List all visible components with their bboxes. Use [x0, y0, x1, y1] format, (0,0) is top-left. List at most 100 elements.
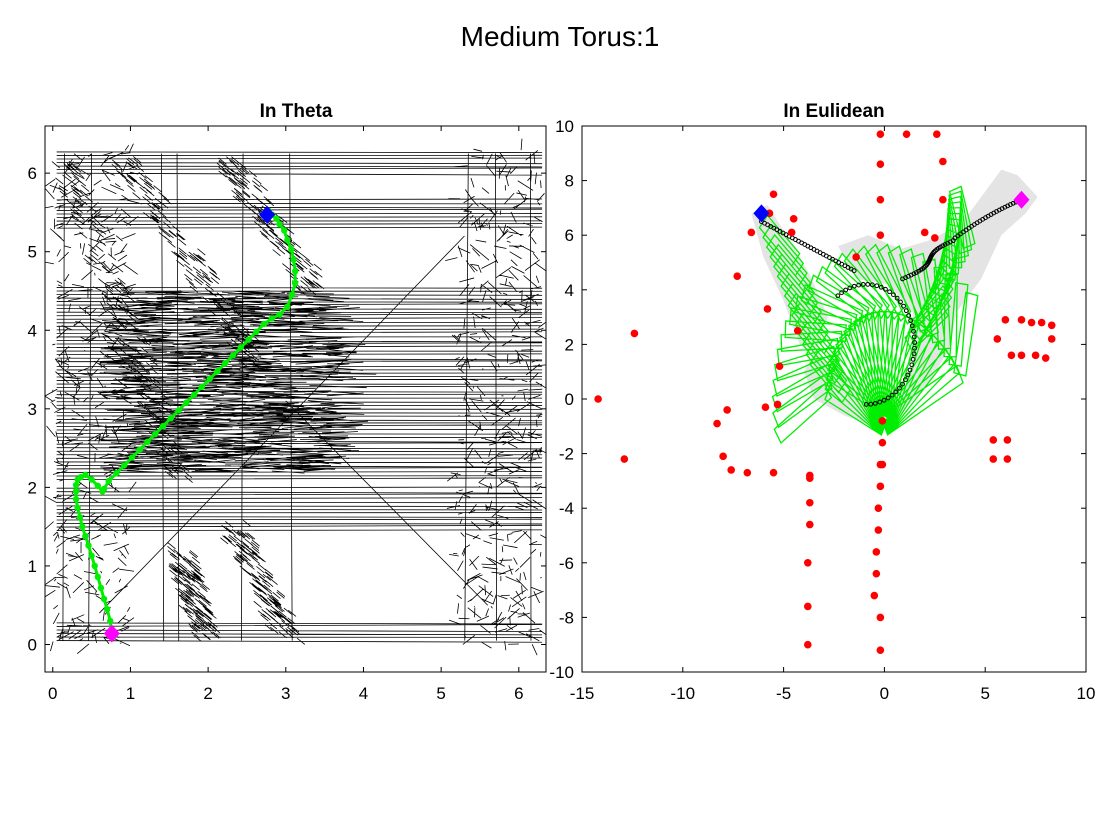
obstacle-point [852, 253, 860, 261]
theta-path-point [198, 383, 206, 391]
theta-path-point [88, 476, 95, 483]
x-tick-label: 4 [359, 684, 368, 703]
obstacle-point [933, 130, 941, 138]
obstacle-point [713, 419, 721, 428]
theta-path-point [79, 523, 86, 530]
obstacle-point [773, 400, 782, 409]
y-tick-label: -10 [549, 663, 574, 682]
obstacle-point [872, 569, 881, 578]
euclidean-markers [753, 190, 1030, 223]
x-tick-label: -15 [570, 684, 595, 703]
trace-point [901, 303, 906, 309]
trace-point [847, 285, 853, 291]
x-tick-label: 0 [48, 684, 57, 703]
obstacle-point [763, 305, 772, 313]
theta-path-point [284, 236, 291, 244]
theta-path-point [136, 446, 143, 453]
y-tick-label: -4 [559, 499, 574, 518]
theta-path-point [276, 311, 283, 318]
theta-path-point [290, 256, 297, 263]
y-tick-label: 4 [565, 281, 574, 300]
theta-path-point [113, 470, 120, 477]
x-tick-label: 0 [880, 684, 889, 703]
obstacle-point [870, 591, 879, 600]
euclidean-goal-marker [753, 204, 770, 223]
theta-path-point [94, 573, 102, 581]
theta-path-point [183, 399, 190, 406]
theta-path-point [72, 481, 80, 489]
x-tick-label: 1 [126, 684, 135, 703]
arm-link-outlines [758, 185, 979, 445]
obstacle-point [793, 326, 802, 335]
theta-path-point [175, 407, 182, 414]
trace-point [909, 323, 915, 329]
trace-point [912, 345, 917, 351]
theta-path-point [85, 542, 92, 549]
theta-goal-marker [259, 205, 276, 224]
trace-point [877, 399, 883, 405]
obstacle-point [769, 190, 778, 199]
obstacle-point [878, 417, 887, 425]
theta-path-point [97, 584, 105, 592]
trace-point [909, 362, 915, 368]
obstacle-point [803, 559, 812, 567]
theta-path-point [144, 438, 151, 446]
trace-point [900, 381, 905, 387]
y-tick-label: 3 [28, 400, 37, 419]
trace-point [885, 395, 891, 401]
trace-point [911, 351, 917, 357]
x-tick-label: -5 [776, 684, 791, 703]
theta-path-point [74, 504, 81, 512]
obstacle-point [878, 438, 887, 447]
y-tick-label: 10 [555, 117, 574, 136]
obstacle-point [1007, 351, 1016, 360]
obstacle-point [806, 498, 814, 507]
theta-path-point [152, 430, 159, 438]
theta-path-point [268, 315, 276, 322]
trace-point [863, 402, 869, 407]
trace-point [893, 389, 899, 395]
theta-path-point [206, 375, 213, 383]
trace-point [903, 308, 909, 314]
theta-path-point [82, 471, 89, 479]
theta-path-point [76, 514, 84, 521]
y-tick-label: 0 [565, 390, 574, 409]
theta-path-point [222, 360, 229, 367]
obstacle-point [787, 228, 796, 237]
y-tick-label: 2 [28, 478, 37, 497]
theta-path-point [276, 221, 283, 228]
trace-point [942, 242, 948, 247]
y-tick-label: 6 [565, 226, 574, 245]
theta-path-point [214, 367, 221, 375]
theta-path-point [72, 495, 80, 503]
obstacle-point [719, 452, 727, 461]
obstacle-point [1001, 316, 1010, 324]
theta-path-point [284, 303, 291, 310]
obstacle-point [723, 406, 731, 414]
theta-path-point [288, 291, 296, 299]
obstacle-point [876, 482, 885, 491]
obstacle-point [878, 460, 887, 469]
obstacle-point [939, 157, 947, 166]
trace-point [912, 340, 918, 345]
theta-path-point [167, 415, 175, 422]
trace-point [906, 313, 912, 318]
theta-plot: 0 1 2 3 4 5 6 0 1 2 3 4 5 6 In Theta [28, 101, 547, 703]
obstacle-point [920, 228, 929, 237]
obstacle-point [803, 640, 812, 649]
theta-path-point [88, 552, 95, 559]
y-tick-label: 2 [565, 335, 574, 354]
x-tick-label: 6 [514, 684, 523, 703]
theta-path-point [245, 336, 252, 343]
trace-point [910, 356, 916, 362]
trace-point [905, 372, 911, 378]
trace-point [865, 281, 871, 287]
theta-plot-frame [44, 125, 547, 673]
obstacle-point [876, 160, 885, 169]
obstacle-point [989, 455, 998, 463]
obstacle-point [1047, 321, 1056, 330]
obstacle-point [761, 403, 770, 411]
theta-path-point [128, 454, 136, 461]
obstacle-point [733, 272, 742, 280]
obstacle-point [876, 646, 885, 654]
